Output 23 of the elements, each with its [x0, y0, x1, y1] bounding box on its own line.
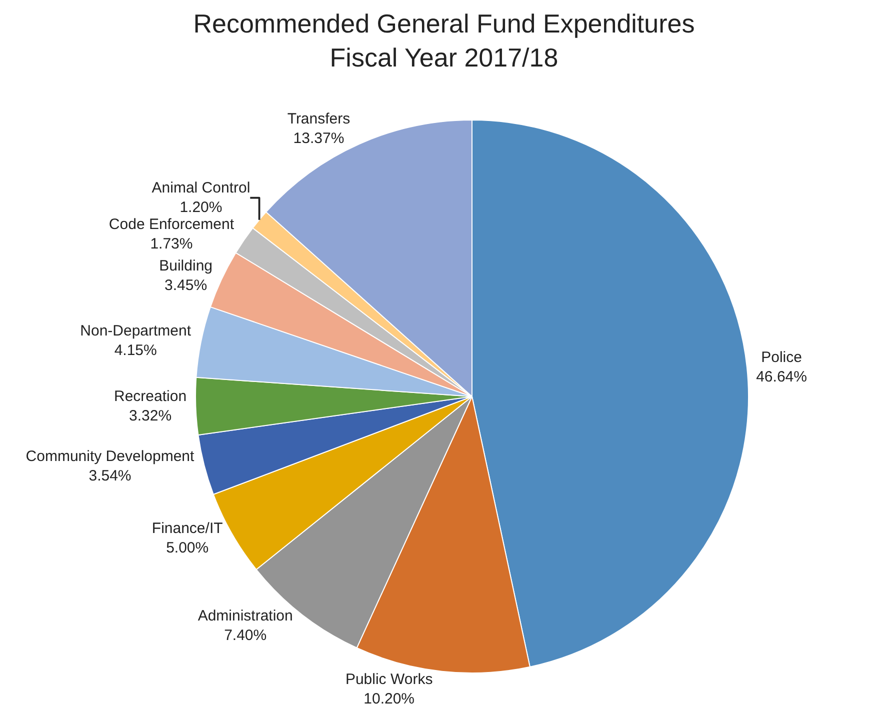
slice-label: Non-Department	[80, 322, 192, 340]
slice-label: Public Works	[345, 671, 433, 688]
slice-label: Building	[159, 258, 213, 275]
data-label: 3.45%	[164, 277, 208, 294]
slice-label: Administration	[198, 608, 293, 625]
data-label: 3.54%	[88, 467, 132, 484]
data-label: 4.15%	[114, 342, 157, 360]
chart-title: Recommended General Fund Expenditures Fiscal Year 2017/18	[193, 8, 695, 72]
data-label: 1.73%	[150, 236, 193, 253]
data-label: 3.32%	[129, 408, 172, 424]
slice-label: Recreation	[114, 388, 187, 405]
slice-label: Finance/IT	[152, 520, 223, 537]
slice-label: Transfers	[287, 110, 350, 128]
data-label: 1.20%	[180, 199, 222, 216]
data-label: 5.00%	[166, 539, 209, 556]
data-label: 7.40%	[224, 627, 267, 644]
data-label: 13.37%	[293, 130, 344, 148]
slice-label: Police	[761, 348, 802, 366]
slice-label: Community Development	[26, 448, 196, 465]
slice-label: Animal Control	[152, 180, 250, 197]
data-label: 46.64%	[756, 368, 807, 386]
slice-label: Code Enforcement	[108, 216, 235, 234]
data-label: 10.20%	[364, 690, 415, 708]
